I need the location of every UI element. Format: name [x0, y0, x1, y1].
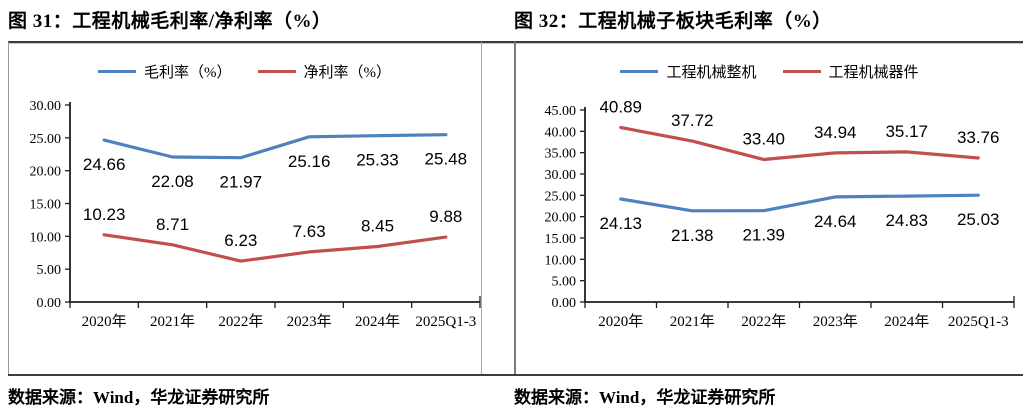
y-axis-tick-label: 0.00 — [552, 296, 577, 311]
series-line — [619, 193, 980, 213]
x-axis-category-label: 2022年 — [741, 313, 786, 330]
figure-31-source: 数据来源：Wind，华龙证券研究所 — [8, 388, 270, 407]
panel-divider-left — [481, 42, 482, 375]
data-point-label: 25.03 — [957, 210, 1000, 229]
data-point-label: 21.97 — [220, 173, 263, 192]
data-point-label: 7.63 — [293, 222, 326, 241]
data-point-label: 37.72 — [671, 111, 714, 130]
data-point-label: 8.45 — [361, 217, 394, 236]
x-axis-category-label: 2020年 — [82, 313, 127, 330]
data-point-label: 33.76 — [957, 128, 1000, 147]
y-axis-tick-label: 20.00 — [30, 165, 62, 180]
y-axis-tick-label: 30.00 — [545, 168, 577, 183]
y-axis-tick-label: 10.00 — [545, 253, 577, 268]
data-point-label: 24.64 — [814, 212, 857, 231]
figure-32-legend: 工程机械整机 工程机械器件 — [515, 61, 1024, 82]
bottom-rule — [8, 374, 1023, 376]
legend-line-swatch — [782, 70, 821, 73]
figure-31-chart-panel: 0.00 5.00 10.00 15.00 20.00 25.00 30.00 2020年 20… — [8, 42, 481, 374]
data-point-label: 22.08 — [151, 172, 194, 191]
figure-31-line-chart: 0.00 5.00 10.00 15.00 20.00 25.00 30.00 2020年 20… — [30, 99, 481, 330]
y-axis-tick-label: 15.00 — [30, 198, 62, 213]
data-point-label: 6.23 — [224, 231, 257, 250]
series-line — [102, 233, 448, 263]
y-axis-tick-label: 5.00 — [552, 275, 577, 290]
series-line — [619, 125, 980, 162]
legend-label: 净利率（%） — [303, 65, 392, 81]
legend-line-swatch — [257, 70, 296, 73]
legend-item: 毛利率（%） — [98, 61, 232, 82]
figure-32-title: 图 32：工程机械子板块毛利率（%） — [514, 11, 832, 32]
legend-line-swatch — [620, 70, 659, 73]
data-point-label: 33.40 — [742, 129, 785, 148]
figure-32-chart-panel: 0.00 5.00 10.00 15.00 20.00 25.00 30.00 35.00 40… — [515, 42, 1024, 374]
x-axis-category-label: 2025Q1-3 — [415, 314, 476, 330]
legend-item: 工程机械整机 — [620, 61, 757, 82]
data-point-label: 10.23 — [83, 205, 126, 224]
figure-31-legend: 毛利率（%） 净利率（%） — [8, 61, 481, 82]
y-axis-tick-label: 40.00 — [545, 125, 577, 140]
x-axis-category-label: 2021年 — [150, 313, 195, 330]
data-point-label: 24.66 — [83, 155, 126, 174]
panel-divider-right — [514, 42, 516, 375]
figure-32-source: 数据来源：Wind，华龙证券研究所 — [514, 388, 776, 407]
legend-item: 工程机械器件 — [782, 61, 919, 82]
figure-32-line-chart: 0.00 5.00 10.00 15.00 20.00 25.00 30.00 35.00 40… — [545, 98, 1015, 330]
y-axis-tick-label: 10.00 — [30, 230, 62, 245]
legend-label: 工程机械整机 — [666, 65, 757, 81]
x-axis-category-label: 2020年 — [598, 313, 643, 330]
data-point-label: 21.39 — [742, 226, 785, 245]
data-point-label: 25.16 — [288, 152, 331, 171]
legend-label: 工程机械器件 — [828, 65, 919, 81]
x-axis-category-label: 2025Q1-3 — [948, 314, 1009, 330]
y-axis-tick-label: 25.00 — [545, 189, 577, 204]
legend-line-swatch — [98, 70, 136, 73]
x-axis-category-label: 2021年 — [670, 313, 715, 330]
x-axis-category-label: 2024年 — [355, 313, 400, 330]
data-point-label: 34.94 — [814, 123, 857, 142]
legend-item: 净利率（%） — [257, 61, 392, 82]
data-point-label: 8.71 — [156, 215, 189, 234]
x-axis-category-label: 2023年 — [287, 313, 332, 330]
data-point-label: 24.83 — [885, 211, 928, 230]
y-axis-tick-label: 45.00 — [545, 104, 577, 119]
figure-31-title: 图 31：工程机械毛利率/净利率（%） — [8, 11, 332, 32]
data-point-label: 35.17 — [885, 122, 928, 141]
data-point-label: 40.89 — [599, 98, 642, 117]
legend-label: 毛利率（%） — [144, 65, 232, 81]
y-axis-tick-label: 15.00 — [545, 232, 577, 247]
data-point-label: 25.48 — [425, 150, 468, 169]
y-axis-tick-label: 0.00 — [37, 296, 62, 311]
x-axis-category-label: 2022年 — [218, 313, 263, 330]
series-line — [102, 133, 448, 160]
y-axis-tick-label: 30.00 — [30, 99, 62, 114]
left-border — [8, 42, 9, 375]
data-point-label: 25.33 — [356, 151, 399, 170]
x-axis-category-label: 2024年 — [884, 313, 929, 330]
data-point-label: 21.38 — [671, 226, 714, 245]
y-axis-tick-label: 35.00 — [545, 147, 577, 162]
x-axis-category-label: 2023年 — [813, 313, 858, 330]
y-axis-tick-label: 5.00 — [37, 263, 62, 278]
data-point-label: 24.13 — [599, 214, 642, 233]
y-axis-tick-label: 25.00 — [30, 132, 62, 147]
y-axis-tick-label: 20.00 — [545, 211, 577, 226]
data-point-label: 9.88 — [429, 207, 462, 226]
